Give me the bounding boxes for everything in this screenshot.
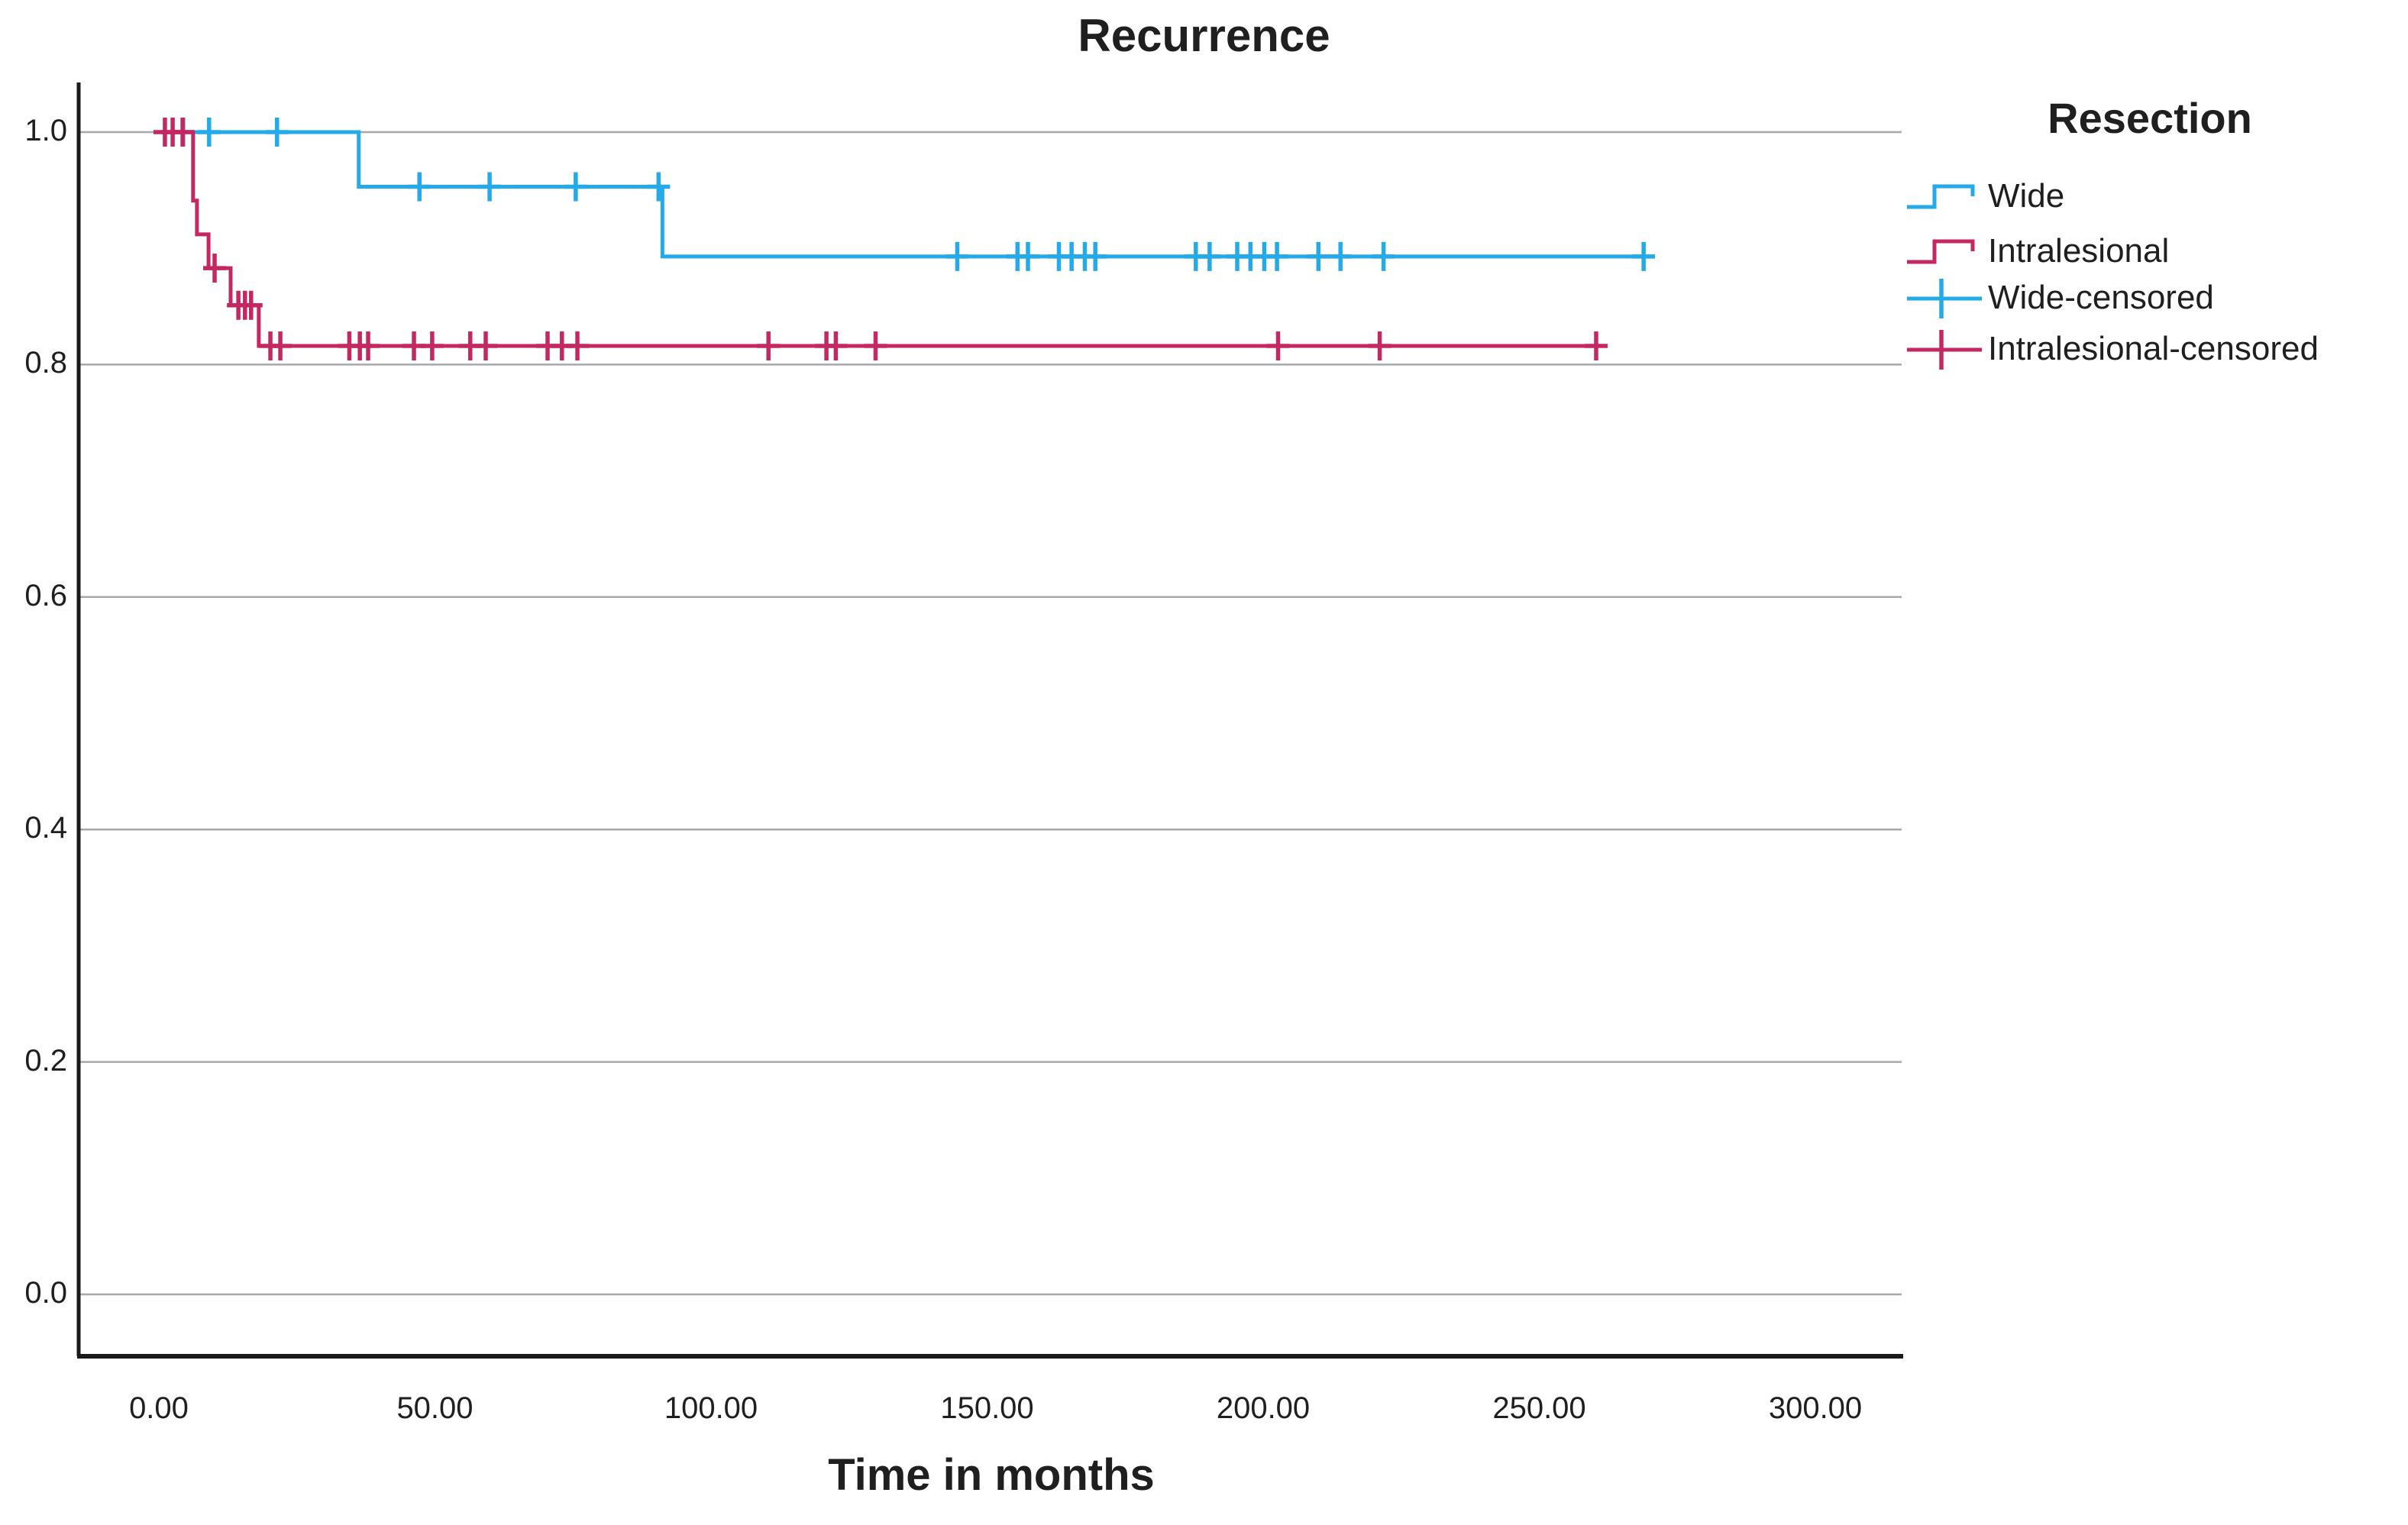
legend-item-label: Intralesional — [1988, 232, 2170, 270]
legend-item-label: Wide — [1988, 177, 2065, 215]
legend-item-label: Intralesional-censored — [1988, 330, 2319, 367]
x-tick-label: 150.00 — [940, 1391, 1034, 1425]
x-tick-label: 200.00 — [1216, 1391, 1311, 1425]
legend-title: Resection — [2048, 94, 2252, 142]
x-tick-label: 250.00 — [1492, 1391, 1586, 1425]
legend-swatch-line — [1907, 184, 1975, 209]
survival-curve-intralesional — [159, 130, 1596, 348]
y-tick-label: 0.8 — [24, 346, 67, 380]
x-tick-label: 50.00 — [396, 1391, 474, 1425]
y-tick-label: 0.4 — [24, 811, 67, 845]
legend-item-label: Wide-censored — [1988, 279, 2214, 316]
chart-title: Recurrence — [1078, 10, 1330, 61]
y-tick-label: 0.2 — [24, 1043, 67, 1078]
y-tick-label: 0.6 — [24, 578, 67, 612]
x-tick-label: 0.00 — [129, 1391, 189, 1425]
x-tick-label: 300.00 — [1768, 1391, 1863, 1425]
survival-curve-wide — [159, 130, 1644, 259]
x-axis-title: Time in months — [828, 1450, 1155, 1500]
y-tick-label: 0.0 — [24, 1276, 67, 1310]
y-tick-label: 1.0 — [24, 114, 67, 147]
x-tick-label: 100.00 — [664, 1391, 758, 1425]
legend-swatch-line — [1907, 239, 1975, 264]
